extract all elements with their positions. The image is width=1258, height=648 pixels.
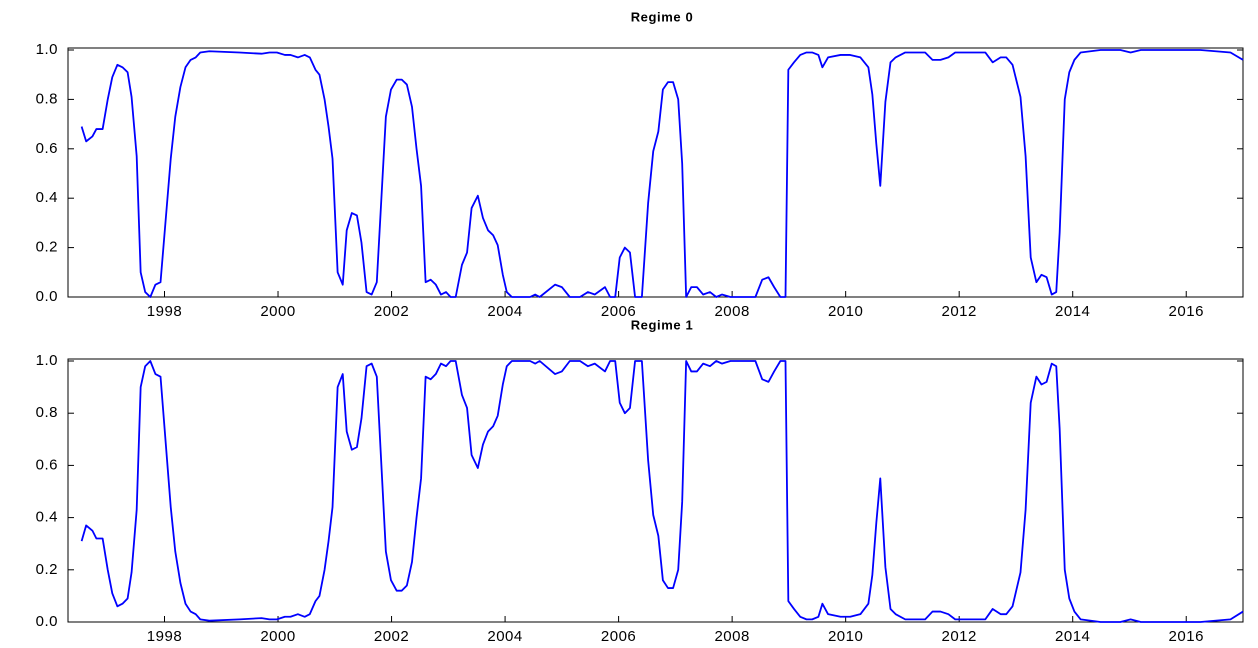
x-tick-label: 2014 bbox=[1055, 303, 1090, 320]
x-tick-label: 2016 bbox=[1169, 303, 1204, 320]
x-tick-label: 1998 bbox=[147, 303, 182, 320]
x-tick-label: 2014 bbox=[1055, 628, 1090, 643]
y-tick-label: 0.4 bbox=[36, 189, 58, 206]
x-tick-label: 2004 bbox=[487, 303, 522, 320]
x-tick-label: 2012 bbox=[941, 628, 976, 643]
x-tick-label: 2000 bbox=[260, 303, 295, 320]
y-tick-label: 0.6 bbox=[36, 140, 58, 157]
data-line bbox=[80, 360, 1244, 623]
chart-title: Regime 0 bbox=[631, 9, 694, 24]
data-line bbox=[80, 49, 1244, 298]
y-tick-label: 0.0 bbox=[36, 613, 58, 630]
x-tick-label: 2008 bbox=[714, 628, 749, 643]
x-tick-label: 2016 bbox=[1169, 628, 1204, 643]
y-tick-label: 1.0 bbox=[36, 41, 58, 58]
x-tick-label: 2006 bbox=[601, 303, 636, 320]
y-tick-label: 1.0 bbox=[36, 352, 58, 369]
x-tick-label: 2010 bbox=[828, 628, 863, 643]
x-tick-label: 2002 bbox=[374, 628, 409, 643]
y-tick-label: 0.8 bbox=[36, 404, 58, 421]
plot-frame bbox=[67, 358, 1244, 623]
x-tick-label: 2004 bbox=[487, 628, 522, 643]
y-tick-label: 0.2 bbox=[36, 239, 58, 256]
x-tick-label: 1998 bbox=[147, 628, 182, 643]
y-tick-label: 0.0 bbox=[36, 288, 58, 305]
y-tick-label: 0.6 bbox=[36, 456, 58, 473]
y-tick-label: 0.2 bbox=[36, 561, 58, 578]
x-tick-label: 2012 bbox=[941, 303, 976, 320]
x-tick-label: 2000 bbox=[260, 628, 295, 643]
y-tick-label: 0.4 bbox=[36, 509, 58, 526]
x-tick-label: 2006 bbox=[601, 628, 636, 643]
chart-title: Regime 1 bbox=[631, 317, 694, 332]
y-tick-label: 0.8 bbox=[36, 90, 58, 107]
x-tick-label: 2002 bbox=[374, 303, 409, 320]
x-tick-label: 2008 bbox=[714, 303, 749, 320]
plot-frame bbox=[67, 47, 1244, 298]
x-tick-label: 2010 bbox=[828, 303, 863, 320]
